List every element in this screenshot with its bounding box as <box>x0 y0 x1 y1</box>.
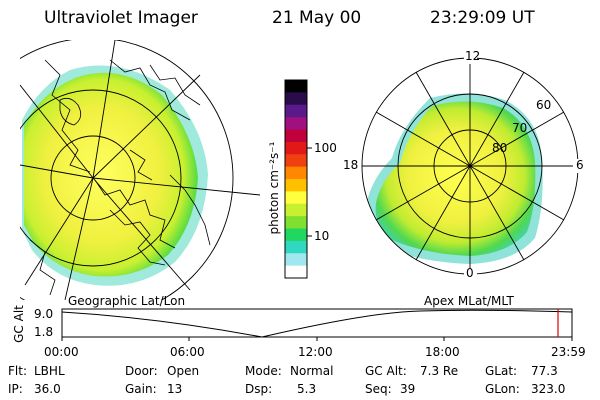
seq-value: 39 <box>400 382 416 396</box>
colorbar-frame <box>284 79 308 279</box>
dsp-value: 5.3 <box>297 382 317 396</box>
dsp-label: Dsp: <box>245 382 273 396</box>
lat-label-60: 60 <box>536 98 552 112</box>
colorbar-label-100: 100 <box>314 141 337 155</box>
seq-label: Seq: <box>365 382 392 396</box>
geographic-caption: Geographic Lat/Lon <box>68 294 186 308</box>
colorbar-stripe <box>285 203 307 217</box>
colorbar-stripe <box>285 166 307 180</box>
altitude-curve <box>61 309 573 338</box>
ip-value: 36.0 <box>34 382 61 396</box>
gcalt-label: GC Alt: <box>365 364 407 378</box>
colorbar-stripes <box>285 80 307 279</box>
mlt-spoke-d <box>415 71 525 261</box>
gcalt-value: 7.3 Re <box>420 364 459 378</box>
time-tick-0000: 00:00 <box>44 345 79 359</box>
ip-label: IP: <box>8 382 23 396</box>
lat-label-80: 80 <box>492 141 508 155</box>
colorbar-stripe <box>285 154 307 168</box>
colorbar-stripe <box>285 265 307 279</box>
time-tick-0600: 06:00 <box>170 345 205 359</box>
colorbar-stripe <box>285 104 307 118</box>
colorbar-stripe <box>285 117 307 131</box>
time-tick-1200: 12:00 <box>298 345 333 359</box>
time-ticks <box>61 337 573 341</box>
instrument-title: Ultraviolet Imager <box>44 8 198 28</box>
time-tick-1800: 18:00 <box>425 345 460 359</box>
mlt-label-12: 12 <box>465 49 481 63</box>
polar-plot <box>340 50 587 282</box>
flt-value: LBHL <box>34 364 65 378</box>
mlt-label-18: 18 <box>343 158 359 172</box>
apex-caption: Apex MLat/MLT <box>424 294 514 308</box>
colorbar-stripe <box>285 228 307 242</box>
glon-value: 323.0 <box>531 382 566 396</box>
glat-label: GLat: <box>485 364 518 378</box>
colorbar-label-10: 10 <box>314 229 330 243</box>
gain-label: Gain: <box>125 382 157 396</box>
altitude-ymin: 1.8 <box>34 325 54 339</box>
colorbar-stripe <box>285 179 307 192</box>
geographic-map <box>20 40 261 300</box>
latlon-grid <box>20 40 261 300</box>
colorbar-stripe <box>285 240 307 254</box>
glon-label: GLon: <box>485 382 520 396</box>
date-label: 21 May 00 <box>272 8 362 28</box>
altitude-ylabel: GC Alt <box>12 305 26 343</box>
mode-label: Mode: <box>245 364 282 378</box>
colorbar-stripe <box>285 92 307 106</box>
altitude-ymax: 9.0 <box>34 307 54 321</box>
flt-label: Flt: <box>8 364 27 378</box>
altitude-frame <box>61 308 573 338</box>
time-tick-2359: 23:59 <box>551 345 586 359</box>
aurora-oval-geographic <box>24 72 198 277</box>
altitude-plot <box>61 308 573 341</box>
mlt-label-0: 0 <box>466 266 474 280</box>
door-label: Door: <box>125 364 158 378</box>
mode-value: Normal <box>290 364 334 378</box>
colorbar-stripe <box>285 129 307 143</box>
colorbar-stripe <box>285 191 307 205</box>
colorbar <box>284 79 312 279</box>
glat-value: 77.3 <box>531 364 558 378</box>
time-label: 23:29:09 UT <box>430 8 535 28</box>
door-value: Open <box>167 364 200 378</box>
gain-value: 13 <box>167 382 183 396</box>
colorbar-unit-label: photon cm⁻²s⁻¹ <box>267 141 281 235</box>
mlt-label-6: 6 <box>576 158 584 172</box>
lat-label-70: 70 <box>512 121 528 135</box>
colorbar-stripe <box>285 141 307 155</box>
colorbar-stripe <box>285 216 307 230</box>
colorbar-stripe <box>285 80 307 93</box>
colorbar-stripe <box>285 253 307 267</box>
